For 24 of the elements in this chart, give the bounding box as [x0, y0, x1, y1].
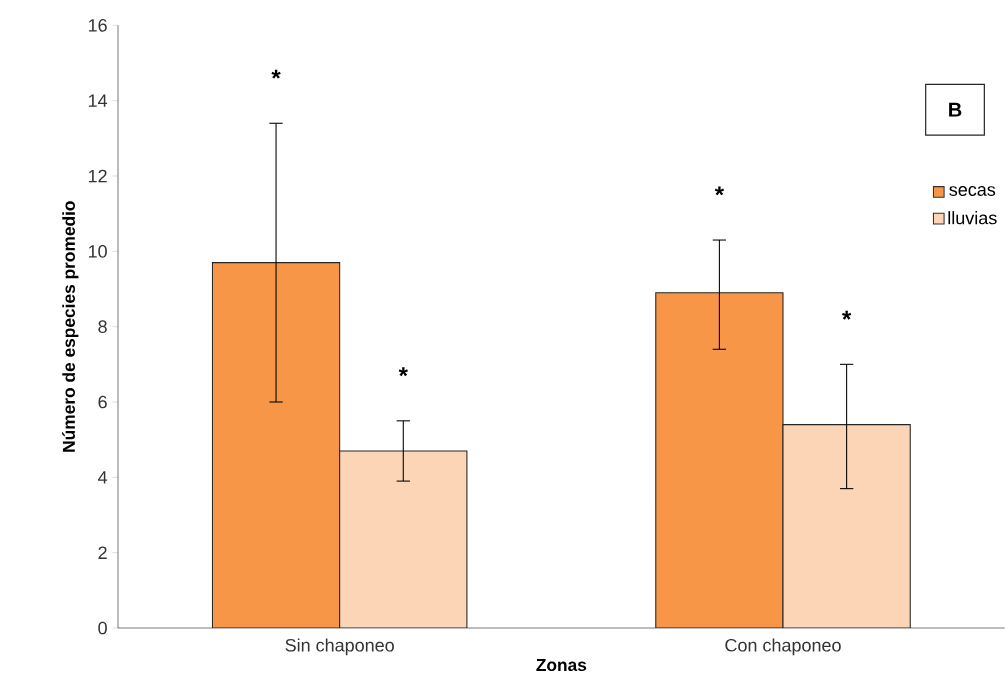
y-axis-title: Número de especies promedio	[62, 201, 79, 452]
annotation: *	[398, 367, 408, 377]
legend-label: lluvias	[948, 211, 997, 225]
annotation: *	[714, 186, 725, 196]
annotation: *	[271, 69, 281, 79]
y-tick-label: 12	[88, 169, 107, 183]
y-tick-label: 8	[98, 320, 107, 334]
y-tick-label: 14	[88, 94, 108, 107]
bar	[211, 262, 341, 628]
y-tick-label: 4	[98, 471, 108, 484]
bar	[782, 424, 911, 628]
x-axis-title: Zonas	[536, 659, 587, 672]
bar	[339, 450, 468, 628]
bar	[655, 292, 784, 628]
annotation: B	[949, 102, 962, 117]
y-tick-label: 10	[88, 244, 107, 258]
x-tick-label: Con chaponeo	[725, 638, 841, 656]
legend-label: secas	[949, 186, 996, 196]
y-tick-label: 16	[88, 18, 107, 32]
annotation: *	[842, 310, 852, 320]
y-tick-label: 2	[98, 546, 107, 559]
y-tick-label: 6	[98, 395, 107, 409]
y-tick-label: 0	[98, 621, 107, 635]
x-tick-label: Sin chaponeo	[285, 638, 394, 656]
